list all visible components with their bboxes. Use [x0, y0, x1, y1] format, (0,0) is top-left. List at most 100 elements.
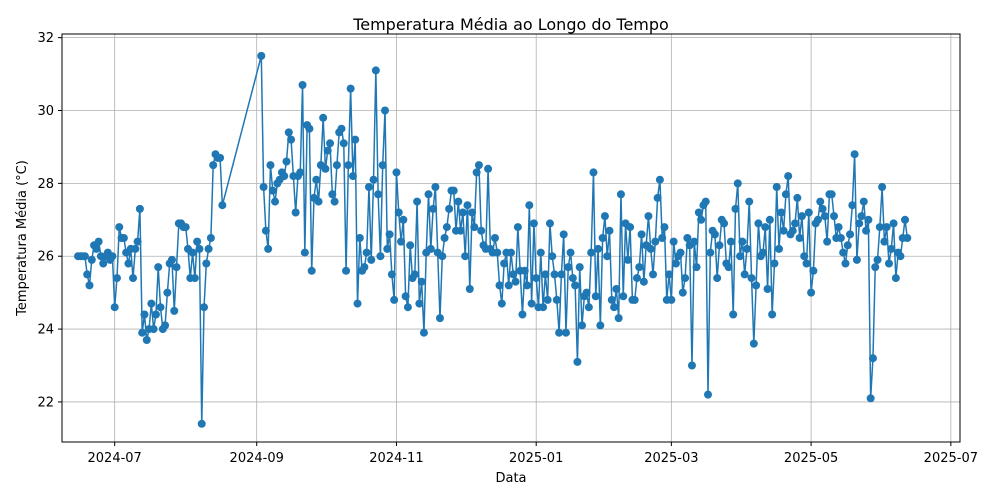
data-point — [731, 204, 740, 213]
data-point — [271, 197, 280, 206]
data-point — [655, 175, 664, 184]
plot-frame — [61, 33, 961, 443]
data-point — [589, 168, 598, 177]
data-point — [816, 197, 825, 206]
data-point — [525, 201, 534, 210]
data-point — [793, 193, 802, 202]
data-point — [690, 237, 699, 246]
data-point — [268, 186, 277, 195]
data-point — [167, 255, 176, 264]
data-point — [536, 248, 545, 257]
data-point — [687, 361, 696, 370]
data-point — [206, 234, 215, 242]
data-point — [729, 310, 738, 319]
data-point — [490, 234, 499, 242]
data-point — [582, 288, 591, 297]
data-point — [493, 248, 502, 257]
data-point — [880, 237, 889, 246]
data-point — [445, 204, 454, 213]
data-point — [387, 270, 396, 279]
x-axis: 2024-07 2024-09 2024-11 2025-01 2025-03 2025-… — [88, 442, 978, 466]
data-point — [669, 237, 678, 246]
data-point — [566, 248, 575, 257]
data-point — [257, 51, 266, 60]
y-tick-label: 30 — [37, 104, 54, 119]
data-point — [465, 285, 474, 293]
y-tick-label: 24 — [37, 323, 54, 338]
data-point — [351, 135, 360, 144]
data-point — [381, 106, 390, 115]
data-point — [591, 292, 600, 301]
data-point — [855, 219, 864, 228]
data-point — [612, 285, 621, 293]
data-point — [543, 295, 552, 304]
data-point — [507, 248, 515, 257]
data-point — [456, 226, 465, 235]
data-point — [190, 274, 199, 283]
data-point — [401, 292, 410, 301]
data-point — [300, 248, 309, 257]
data-point — [797, 212, 806, 221]
data-point — [901, 215, 910, 224]
data-point — [397, 237, 406, 246]
data-point — [818, 204, 827, 213]
data-point — [337, 124, 346, 133]
data-point — [188, 248, 197, 257]
data-point — [742, 244, 751, 253]
data-point — [527, 299, 536, 308]
data-point — [706, 248, 715, 257]
x-tick-label: 2025-05 — [784, 451, 838, 466]
data-point — [438, 252, 447, 261]
data-point — [777, 208, 786, 217]
data-point — [660, 223, 669, 232]
data-point — [630, 295, 639, 304]
data-point — [758, 248, 767, 257]
data-point — [374, 190, 383, 199]
data-point — [839, 248, 848, 257]
data-point — [314, 197, 323, 206]
data-point — [749, 339, 758, 348]
data-point — [149, 325, 158, 334]
data-point — [736, 252, 745, 261]
data-point — [864, 215, 873, 224]
data-point — [697, 215, 706, 224]
data-point — [820, 212, 829, 221]
data-point — [859, 197, 868, 206]
data-point — [862, 226, 871, 235]
data-point — [573, 357, 582, 366]
data-point — [417, 277, 426, 286]
y-tick-label: 28 — [37, 177, 54, 192]
data-point — [770, 259, 779, 268]
data-point — [610, 303, 619, 312]
data-point — [406, 241, 415, 250]
data-point — [410, 270, 419, 279]
data-point — [635, 263, 644, 272]
data-point — [884, 259, 893, 268]
data-point — [720, 219, 729, 228]
data-point — [857, 212, 866, 221]
data-point — [154, 263, 163, 272]
data-point — [383, 244, 392, 253]
data-point — [626, 223, 635, 232]
data-point — [683, 234, 692, 242]
data-point — [887, 244, 896, 253]
x-tick-label: 2024-07 — [88, 451, 142, 466]
chart-title: Temperatura Média ao Longo do Tempo — [352, 15, 669, 34]
data-point — [830, 212, 839, 221]
data-point — [392, 168, 401, 177]
data-point — [726, 237, 735, 246]
data-point — [827, 190, 836, 199]
y-tick-label: 22 — [37, 395, 54, 410]
data-point — [87, 255, 96, 264]
data-point — [614, 314, 623, 323]
data-point — [108, 252, 117, 261]
data-point — [619, 292, 628, 301]
data-point — [823, 237, 832, 246]
x-tick-label: 2024-09 — [230, 451, 284, 466]
data-point — [511, 277, 520, 286]
data-point — [266, 161, 275, 170]
data-point — [623, 255, 632, 264]
data-point — [548, 252, 557, 261]
data-point — [163, 288, 172, 297]
data-point — [775, 244, 784, 253]
